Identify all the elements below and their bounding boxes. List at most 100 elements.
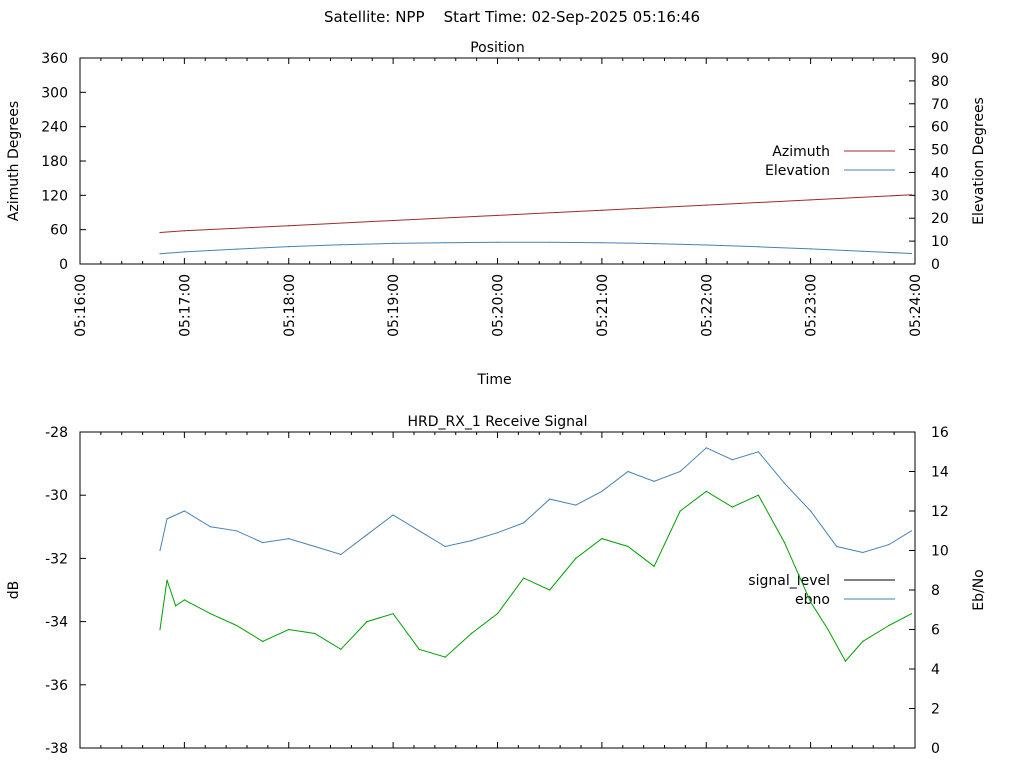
data-point	[392, 219, 394, 222]
data-point	[627, 470, 629, 473]
data-point	[910, 252, 913, 255]
data-point	[810, 510, 812, 512]
x-tick-label: 05:23:00	[804, 274, 820, 337]
data-point	[496, 532, 499, 534]
data-point	[166, 579, 168, 581]
data-point	[705, 447, 707, 449]
y2-tick-label: 16	[931, 425, 949, 441]
y-tick-label: -28	[45, 425, 68, 441]
data-point	[549, 241, 551, 243]
data-point	[836, 545, 838, 548]
data-point	[601, 209, 603, 211]
y-axis-label: Azimuth Degrees	[6, 101, 22, 221]
data-point	[288, 628, 290, 631]
data-point	[288, 538, 290, 540]
data-point	[523, 577, 525, 579]
data-point	[653, 565, 655, 567]
data-point	[575, 557, 577, 560]
data-point	[679, 510, 681, 512]
y2-tick-label: 10	[931, 544, 949, 560]
page-title: Satellite: NPP Start Time: 02-Sep-2025 0…	[323, 8, 701, 26]
y2-axis-label: Elevation Degrees	[971, 97, 987, 225]
data-point	[783, 482, 786, 484]
data-point	[523, 522, 525, 524]
data-point	[175, 605, 177, 607]
chart-title: Position	[470, 40, 525, 56]
data-point	[888, 544, 890, 546]
y2-tick-label: 80	[931, 74, 949, 90]
data-point	[392, 514, 394, 516]
y-tick-label: -36	[45, 678, 68, 694]
x-tick-label: 05:24:00	[908, 274, 924, 337]
data-point	[862, 551, 864, 554]
x-tick-label: 05:16:00	[73, 274, 89, 337]
data-point	[653, 243, 655, 245]
y2-tick-label: 30	[931, 188, 949, 204]
data-point	[209, 526, 212, 528]
data-point	[496, 241, 499, 243]
series-line-unlabeled	[159, 490, 912, 662]
data-point	[418, 648, 420, 650]
data-point	[314, 545, 316, 548]
x-tick-label: 05:20:00	[491, 274, 507, 337]
y-tick-label: 0	[59, 257, 68, 273]
data-point	[183, 510, 185, 512]
plot-frame	[79, 57, 916, 265]
data-point	[159, 231, 161, 234]
data-point	[575, 504, 577, 506]
data-point	[183, 230, 185, 232]
y-tick-label: 60	[50, 223, 68, 239]
data-point	[496, 214, 499, 216]
receive-signal-chart: HRD_RX_1 Receive Signal -38 -36 -34 -32 -30 -2…	[6, 414, 987, 757]
series-line-elevation	[159, 241, 912, 255]
data-point	[340, 553, 342, 556]
data-point	[705, 204, 707, 206]
y2-tick-label: 14	[931, 465, 949, 481]
data-point	[783, 542, 786, 544]
x-tick-label: 05:19:00	[386, 274, 402, 337]
y2-tick-label: 40	[931, 165, 949, 181]
y-tick-label: 180	[41, 154, 68, 170]
y-tick-label: -34	[45, 615, 68, 631]
data-point	[827, 628, 829, 631]
data-point	[731, 459, 733, 461]
data-point	[810, 248, 812, 250]
data-point	[159, 628, 161, 631]
data-point	[549, 498, 551, 500]
y-tick-label: -30	[45, 488, 68, 504]
x-tick-label: 05:21:00	[595, 274, 611, 337]
y2-tick-label: 50	[931, 143, 949, 159]
data-point	[236, 624, 238, 627]
y2-tick-label: 60	[931, 120, 949, 136]
data-point	[470, 540, 472, 542]
data-point	[366, 534, 368, 536]
y2-tick-label: 0	[931, 741, 940, 757]
data-point	[183, 251, 185, 253]
y-tick-label: -38	[45, 741, 68, 757]
legend-label-azimuth: Azimuth	[772, 144, 830, 160]
data-point	[757, 451, 760, 453]
data-point	[392, 613, 394, 615]
data-point	[496, 613, 499, 615]
series-line-ebno	[159, 447, 912, 556]
y2-tick-label: 8	[931, 583, 940, 599]
chart-title: HRD_RX_1 Receive Signal	[408, 414, 588, 430]
data-point	[705, 490, 707, 492]
y-tick-label: 300	[41, 85, 68, 101]
data-point	[183, 599, 185, 601]
data-point	[236, 248, 238, 250]
x-axis-label: Time	[476, 372, 511, 388]
data-point	[166, 518, 168, 520]
data-point	[209, 613, 212, 615]
data-point	[366, 621, 368, 623]
data-point	[810, 199, 812, 201]
y2-tick-label: 90	[931, 51, 949, 67]
data-point	[444, 545, 446, 548]
data-point	[314, 632, 316, 635]
data-point	[340, 648, 342, 650]
data-point	[549, 589, 551, 591]
position-chart: Position 0 60 120 180 240 300 360 0 10 20 30 40 50 60 7…	[6, 40, 987, 388]
legend-label-ebno: ebno	[795, 592, 830, 608]
y2-tick-label: 6	[931, 623, 940, 639]
y2-tick-label: 20	[931, 211, 949, 227]
